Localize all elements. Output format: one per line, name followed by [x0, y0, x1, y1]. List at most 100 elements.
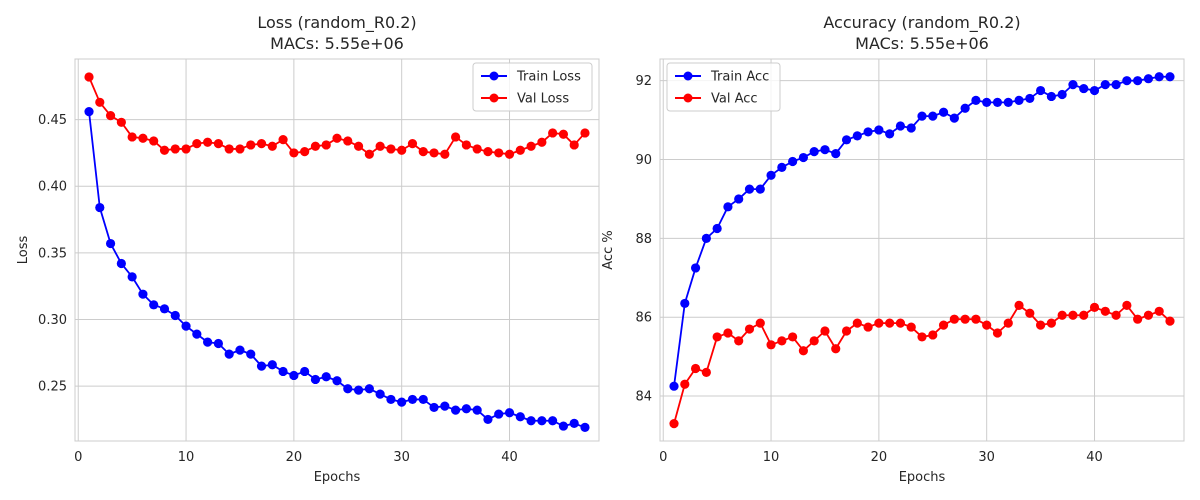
train-acc-point-6	[723, 202, 733, 212]
loss-x-axis-label: Epochs	[314, 470, 361, 485]
train-loss-point-41	[515, 412, 525, 422]
val-acc-point-18	[852, 318, 862, 328]
val-loss-point-44	[548, 128, 558, 138]
val-loss-point-2	[95, 97, 105, 107]
train-acc-point-42	[1111, 80, 1121, 90]
accuracy-legend: Train Acc Val Acc	[666, 62, 781, 112]
accuracy-x-axis-label: Epochs	[899, 470, 946, 485]
val-acc-point-25	[928, 330, 938, 340]
loss-y-axis-label: Loss	[16, 236, 31, 265]
val-acc-point-47	[1165, 316, 1175, 326]
train-acc-point-22	[895, 121, 906, 131]
val-acc-point-12	[788, 332, 798, 342]
val-loss-point-19	[278, 135, 288, 145]
train-loss-point-4	[116, 258, 126, 269]
train-loss-point-22	[310, 374, 321, 385]
loss-chart: 0 10 20 30 40 0.25 0.30 0.35 0.40 0.45 Loss (ran…	[16, 13, 600, 485]
loss-x-tick-20: 20	[286, 450, 303, 465]
train-loss-point-20	[289, 370, 299, 381]
loss-legend: Train Loss Val Loss	[472, 62, 593, 112]
val-acc-point-40	[1089, 302, 1100, 312]
loss-y-ticks: 0.25 0.30 0.35 0.40 0.45	[38, 113, 67, 394]
train-acc-point-43	[1122, 76, 1132, 86]
val-acc-point-39	[1079, 310, 1089, 320]
train-acc-point-30	[982, 97, 992, 107]
val-loss-point-23	[321, 140, 331, 150]
val-acc-point-33	[1014, 300, 1024, 310]
loss-series-markers	[84, 72, 590, 433]
accuracy-plot-area	[660, 59, 1184, 441]
loss-y-tick-0: 0.25	[38, 380, 67, 395]
val-loss-point-27	[364, 149, 374, 159]
train-loss-point-30	[397, 397, 407, 407]
val-loss-point-24	[332, 133, 342, 143]
train-loss-point-8	[159, 304, 170, 314]
legend-val-loss-marker	[489, 93, 499, 103]
train-acc-point-39	[1079, 83, 1089, 94]
val-acc-point-19	[863, 322, 873, 332]
accuracy-y-tick-1: 86	[635, 311, 652, 326]
val-loss-point-41	[515, 145, 525, 155]
val-acc-point-9	[755, 318, 765, 328]
legend-train-acc-label: Train Acc	[710, 70, 769, 85]
accuracy-x-tick-30: 30	[978, 450, 995, 465]
train-acc-point-26	[938, 107, 949, 117]
train-loss-point-28	[375, 389, 385, 399]
train-acc-point-35	[1036, 85, 1046, 96]
train-acc-point-10	[766, 170, 776, 180]
train-loss-point-11	[192, 329, 202, 339]
train-acc-point-1	[669, 381, 679, 391]
val-acc-point-36	[1046, 318, 1056, 328]
val-loss-point-1	[84, 72, 94, 82]
train-acc-point-2	[680, 298, 690, 309]
val-loss-point-12	[203, 137, 213, 147]
val-acc-point-41	[1100, 306, 1110, 316]
val-acc-point-43	[1122, 300, 1132, 310]
val-acc-point-14	[809, 336, 819, 346]
accuracy-y-tick-3: 90	[635, 153, 652, 168]
train-acc-point-24	[917, 111, 927, 121]
train-loss-point-1	[84, 107, 94, 117]
accuracy-y-tick-0: 84	[635, 390, 652, 405]
accuracy-y-ticks: 84 86 88 90 92	[635, 74, 652, 404]
legend-val-loss-label: Val Loss	[517, 92, 569, 107]
val-acc-point-27	[949, 314, 959, 324]
val-loss-point-3	[105, 111, 116, 121]
val-acc-point-30	[982, 320, 992, 330]
train-acc-point-27	[949, 113, 959, 123]
train-acc-point-37	[1057, 89, 1067, 100]
train-loss-point-27	[364, 384, 374, 394]
loss-x-tick-0: 0	[74, 450, 82, 465]
val-acc-point-13	[798, 346, 808, 356]
train-loss-point-42	[526, 416, 536, 426]
train-acc-point-34	[1025, 93, 1035, 104]
val-acc-point-21	[885, 318, 895, 328]
train-acc-point-12	[788, 156, 798, 167]
train-acc-point-40	[1089, 85, 1100, 96]
train-acc-point-25	[928, 111, 938, 121]
train-loss-point-38	[483, 414, 493, 425]
val-loss-point-8	[159, 145, 170, 155]
val-loss-point-15	[235, 144, 245, 154]
train-acc-point-18	[852, 131, 862, 141]
val-acc-point-32	[1003, 318, 1013, 328]
train-loss-point-46	[569, 418, 579, 429]
train-acc-point-19	[863, 127, 873, 137]
train-loss-point-34	[440, 401, 450, 411]
val-acc-point-35	[1036, 320, 1046, 330]
train-acc-point-45	[1143, 74, 1154, 84]
val-loss-point-31	[407, 139, 418, 149]
train-acc-point-23	[906, 123, 916, 133]
val-acc-point-24	[917, 332, 927, 342]
val-loss-point-43	[537, 137, 547, 147]
train-loss-point-32	[418, 394, 428, 405]
val-loss-point-35	[451, 132, 461, 142]
loss-x-tick-30: 30	[393, 450, 410, 465]
train-loss-point-2	[95, 202, 105, 213]
val-loss-point-45	[558, 129, 569, 139]
train-loss-point-45	[558, 421, 569, 431]
train-acc-point-36	[1046, 91, 1056, 102]
loss-x-tick-40: 40	[501, 450, 518, 465]
train-loss-point-5	[127, 272, 137, 282]
val-loss-point-47	[580, 128, 590, 138]
